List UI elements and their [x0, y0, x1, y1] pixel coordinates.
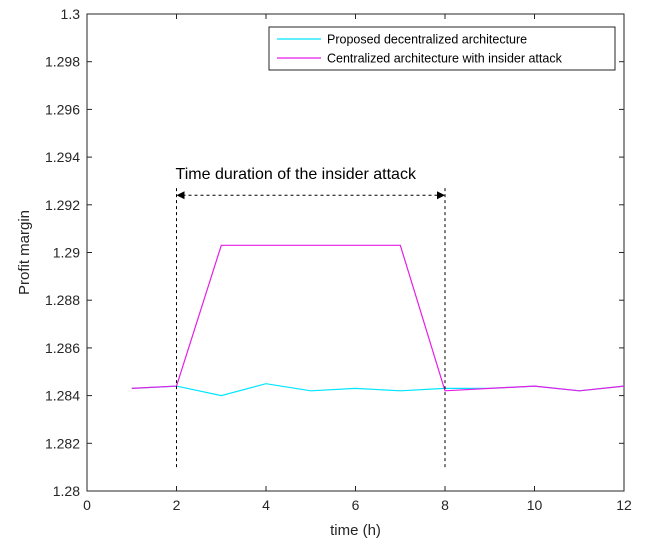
legend-box — [268, 26, 616, 71]
plot-frame — [86, 13, 625, 492]
x-tick-label: 8 — [441, 497, 449, 513]
y-tick-label: 1.28 — [53, 483, 80, 499]
x-tick-label: 10 — [527, 497, 543, 513]
y-tick-label: 1.284 — [45, 388, 80, 404]
y-tick-label: 1.3 — [61, 6, 81, 22]
plot-area — [86, 13, 625, 492]
y-tick-label: 1.292 — [45, 197, 80, 213]
series-line-1 — [131, 244, 625, 392]
x-axis: 0 2 4 6 8 10 12 — [83, 14, 632, 513]
y-tick-label: 1.29 — [53, 245, 80, 261]
y-tick-label: 1.298 — [45, 54, 80, 70]
y-tick-label: 1.296 — [45, 101, 80, 117]
legend-label-0: Proposed decentralized architecture — [327, 33, 527, 47]
x-tick-label: 2 — [173, 497, 181, 513]
x-axis-label: time (h) — [330, 522, 381, 539]
series-layer — [131, 244, 625, 397]
x-tick-label: 0 — [83, 497, 91, 513]
legend: Proposed decentralized architecture Centr… — [268, 26, 616, 71]
y-tick-label: 1.288 — [45, 292, 80, 308]
annotation-arrowhead-left — [176, 191, 185, 200]
legend-label-1: Centralized architecture with insider at… — [327, 52, 563, 66]
annotation-arrowhead-right — [437, 191, 445, 200]
y-tick-label: 1.282 — [45, 435, 80, 451]
annotation: Time duration of the insider attack — [176, 166, 446, 468]
x-tick-label: 12 — [616, 497, 632, 513]
annotation-text: Time duration of the insider attack — [176, 166, 417, 183]
y-tick-label: 1.286 — [45, 340, 80, 356]
x-tick-label: 6 — [352, 497, 360, 513]
y-axis-label: Profit margin — [16, 210, 33, 295]
y-tick-label: 1.294 — [45, 149, 80, 165]
y-axis: 1.28 1.282 1.284 1.286 1.288 1.29 1.292 1.294 1.… — [45, 6, 624, 499]
x-tick-label: 4 — [262, 497, 270, 513]
